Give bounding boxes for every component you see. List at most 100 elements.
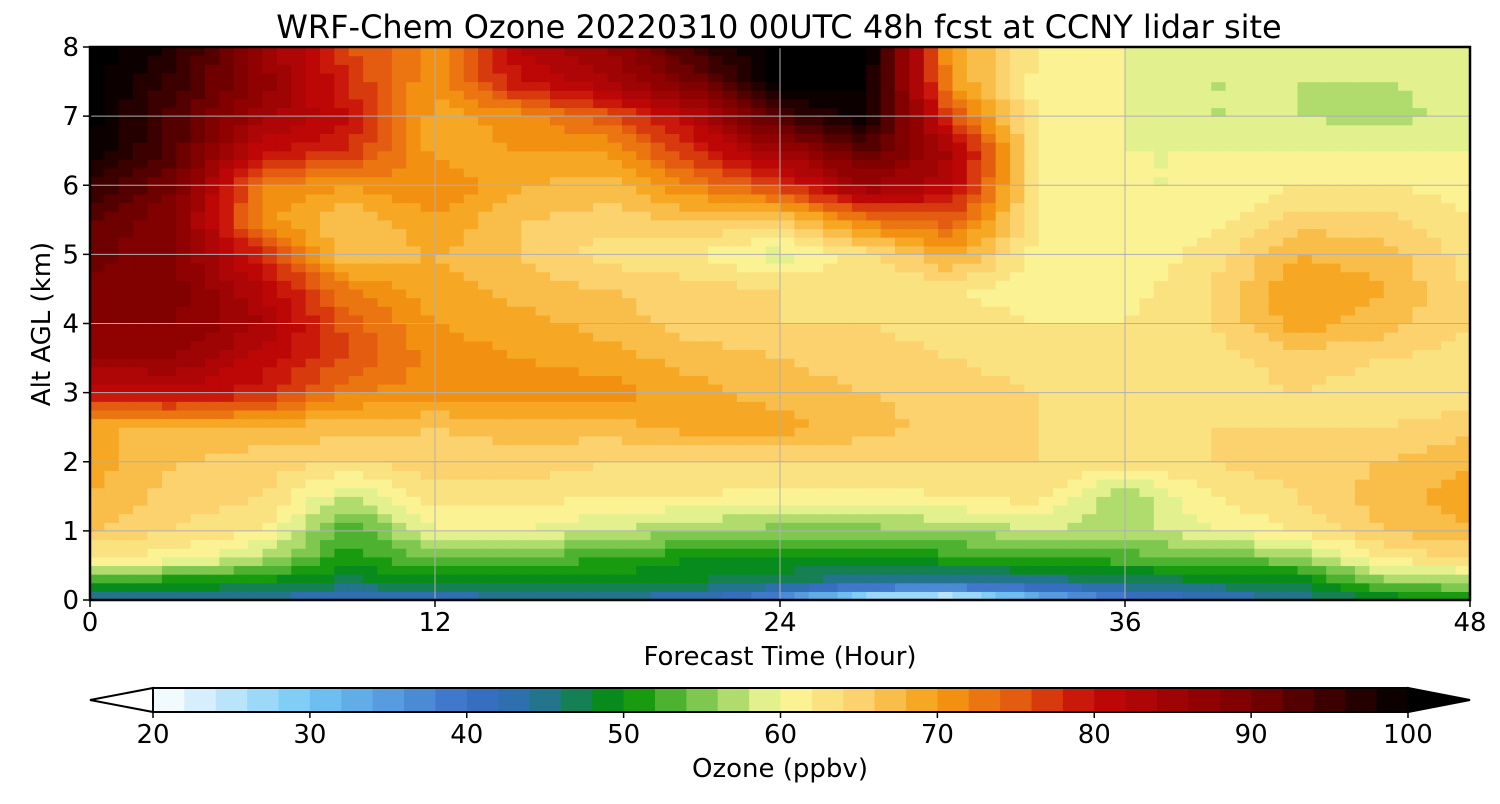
ozone-cell [506, 263, 522, 273]
ozone-cell [1168, 522, 1184, 532]
ozone-cell [506, 565, 522, 575]
ozone-cell [262, 383, 278, 394]
ozone-cell [1081, 237, 1097, 247]
ozone-cell [550, 228, 565, 238]
ozone-cell [1168, 280, 1184, 290]
ozone-cell [435, 150, 450, 160]
ozone-cell [478, 513, 494, 523]
ozone-cell [665, 375, 680, 385]
ozone-cell [794, 366, 810, 376]
ozone-cell [722, 150, 738, 160]
ozone-cell [1225, 392, 1241, 402]
ozone-cell [1196, 496, 1212, 506]
ozone-cell [1311, 565, 1327, 575]
ozone-cell [377, 349, 393, 359]
ozone-cell [1182, 435, 1198, 446]
ozone-cell [1038, 383, 1054, 394]
ozone-cell [205, 159, 220, 169]
ozone-cell [1168, 340, 1184, 351]
ozone-cell [1053, 496, 1069, 506]
ozone-cell [1168, 185, 1184, 195]
ozone-cell [593, 392, 609, 402]
ozone-cell [449, 349, 465, 359]
ozone-cell [636, 444, 652, 454]
ozone-cell [708, 288, 724, 299]
ozone-cell [1096, 185, 1112, 195]
ozone-cell [190, 332, 206, 342]
ozone-cell [895, 453, 910, 463]
ozone-cell [291, 556, 307, 567]
ozone-cell [1254, 245, 1270, 255]
ozone-cell [190, 565, 206, 575]
ozone-cell [1081, 487, 1097, 497]
ozone-cell [161, 470, 177, 480]
ozone-cell [147, 487, 163, 497]
ozone-cell [1038, 193, 1054, 204]
ozone-cell [262, 375, 278, 385]
ozone-cell [952, 366, 968, 376]
ozone-cell [1383, 245, 1399, 255]
ozone-cell [895, 358, 910, 368]
ozone-cell [1441, 556, 1457, 567]
ozone-cell [363, 530, 379, 541]
ozone-cell [895, 211, 910, 221]
ozone-cell [837, 418, 853, 428]
ozone-cell [1038, 366, 1054, 376]
ozone-cell [780, 314, 795, 325]
ozone-cell [305, 539, 321, 549]
ozone-cell [1067, 193, 1083, 204]
ozone-cell [1297, 193, 1313, 204]
ozone-cell [233, 504, 249, 515]
ozone-cell [765, 530, 781, 541]
ozone-cell [276, 496, 292, 506]
ozone-cell [1067, 254, 1083, 264]
ozone-cell [823, 435, 839, 446]
ozone-cell [1254, 202, 1270, 212]
ozone-cell [1340, 504, 1356, 515]
ozone-cell [938, 539, 954, 549]
ozone-cell [693, 176, 709, 186]
ozone-cell [837, 167, 853, 178]
ozone-cell [1340, 211, 1356, 221]
ozone-cell [449, 444, 465, 454]
ozone-cell [1139, 392, 1155, 402]
ozone-cell [176, 487, 192, 497]
ozone-cell [780, 487, 795, 497]
ozone-cell [1211, 306, 1227, 316]
ozone-cell [578, 548, 594, 558]
ozone-cell [780, 401, 795, 411]
ozone-cell [348, 237, 364, 247]
ozone-cell [593, 470, 609, 480]
ozone-cell [1110, 176, 1126, 186]
ozone-cell [1268, 366, 1284, 376]
ozone-cell [463, 574, 479, 584]
ozone-cell [248, 176, 264, 186]
ozone-cell [1067, 409, 1083, 420]
ozone-cell [1412, 185, 1428, 195]
ozone-cell [1153, 522, 1169, 532]
ozone-cell [348, 366, 364, 376]
ozone-cell [506, 306, 522, 316]
ozone-cell [1240, 461, 1255, 471]
ozone-cell [550, 288, 565, 299]
ozone-cell [1024, 556, 1040, 567]
ozone-cell [981, 418, 997, 428]
ozone-cell [334, 479, 350, 489]
ozone-cell [880, 539, 896, 549]
ozone-cell [1254, 237, 1270, 247]
ozone-cell [420, 193, 436, 204]
ozone-cell [348, 556, 364, 567]
ozone-cell [463, 185, 479, 195]
ozone-cell [1455, 453, 1470, 463]
ozone-cell [1398, 582, 1414, 592]
ozone-cell [679, 332, 695, 342]
ozone-cell [866, 565, 882, 575]
ozone-cell [1369, 522, 1385, 532]
ozone-cell [1311, 193, 1327, 204]
ozone-cell [147, 176, 163, 186]
ozone-cell [406, 202, 422, 212]
ozone-cell [478, 323, 494, 333]
ozone-cell [435, 228, 450, 238]
ozone-cell [320, 263, 335, 273]
ozone-cell [938, 392, 954, 402]
